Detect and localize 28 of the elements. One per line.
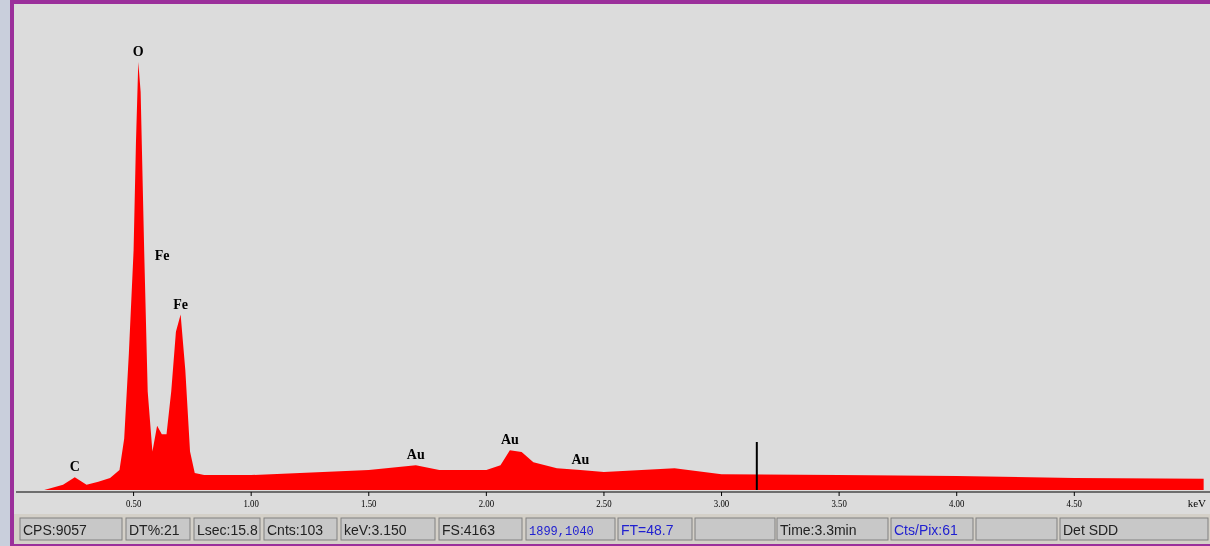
text: Det SDD	[1063, 522, 1119, 538]
x-tick-label: 4.00	[949, 497, 965, 510]
annotation: Fe	[173, 296, 189, 312]
x-tick-label: 0.50	[125, 497, 142, 510]
x-tick-label: 1.50	[361, 497, 377, 510]
x-tick-label: 1.00	[243, 497, 259, 510]
text: DT%:21	[129, 522, 180, 538]
x-tick-label: 3.50	[831, 497, 847, 510]
x-tick-label: 4.50	[1066, 497, 1083, 510]
annotation: Au	[571, 451, 590, 467]
text: 1899,1040	[529, 525, 594, 539]
annotation: C	[69, 459, 80, 475]
text: Lsec:15.8	[197, 522, 258, 538]
text: Time:3.3min	[780, 522, 857, 538]
annotation: O	[132, 44, 144, 59]
text: Cts/Pix:61	[894, 522, 959, 538]
annotation: Au	[406, 447, 425, 463]
text: FS:4163	[442, 522, 496, 538]
text: Cnts:103	[267, 522, 324, 538]
text: FT=48.7	[621, 522, 674, 538]
annotation: Au	[500, 432, 520, 448]
annotation: Fe	[154, 248, 170, 264]
text: CPS:9057	[23, 522, 88, 538]
x-axis-title: keV	[1187, 497, 1207, 509]
x-tick-label: 3.00	[713, 497, 730, 510]
x-tick-label: 2.00	[478, 497, 495, 510]
text: keV:3.150	[344, 522, 407, 538]
x-tick-label: 2.50	[596, 497, 612, 510]
